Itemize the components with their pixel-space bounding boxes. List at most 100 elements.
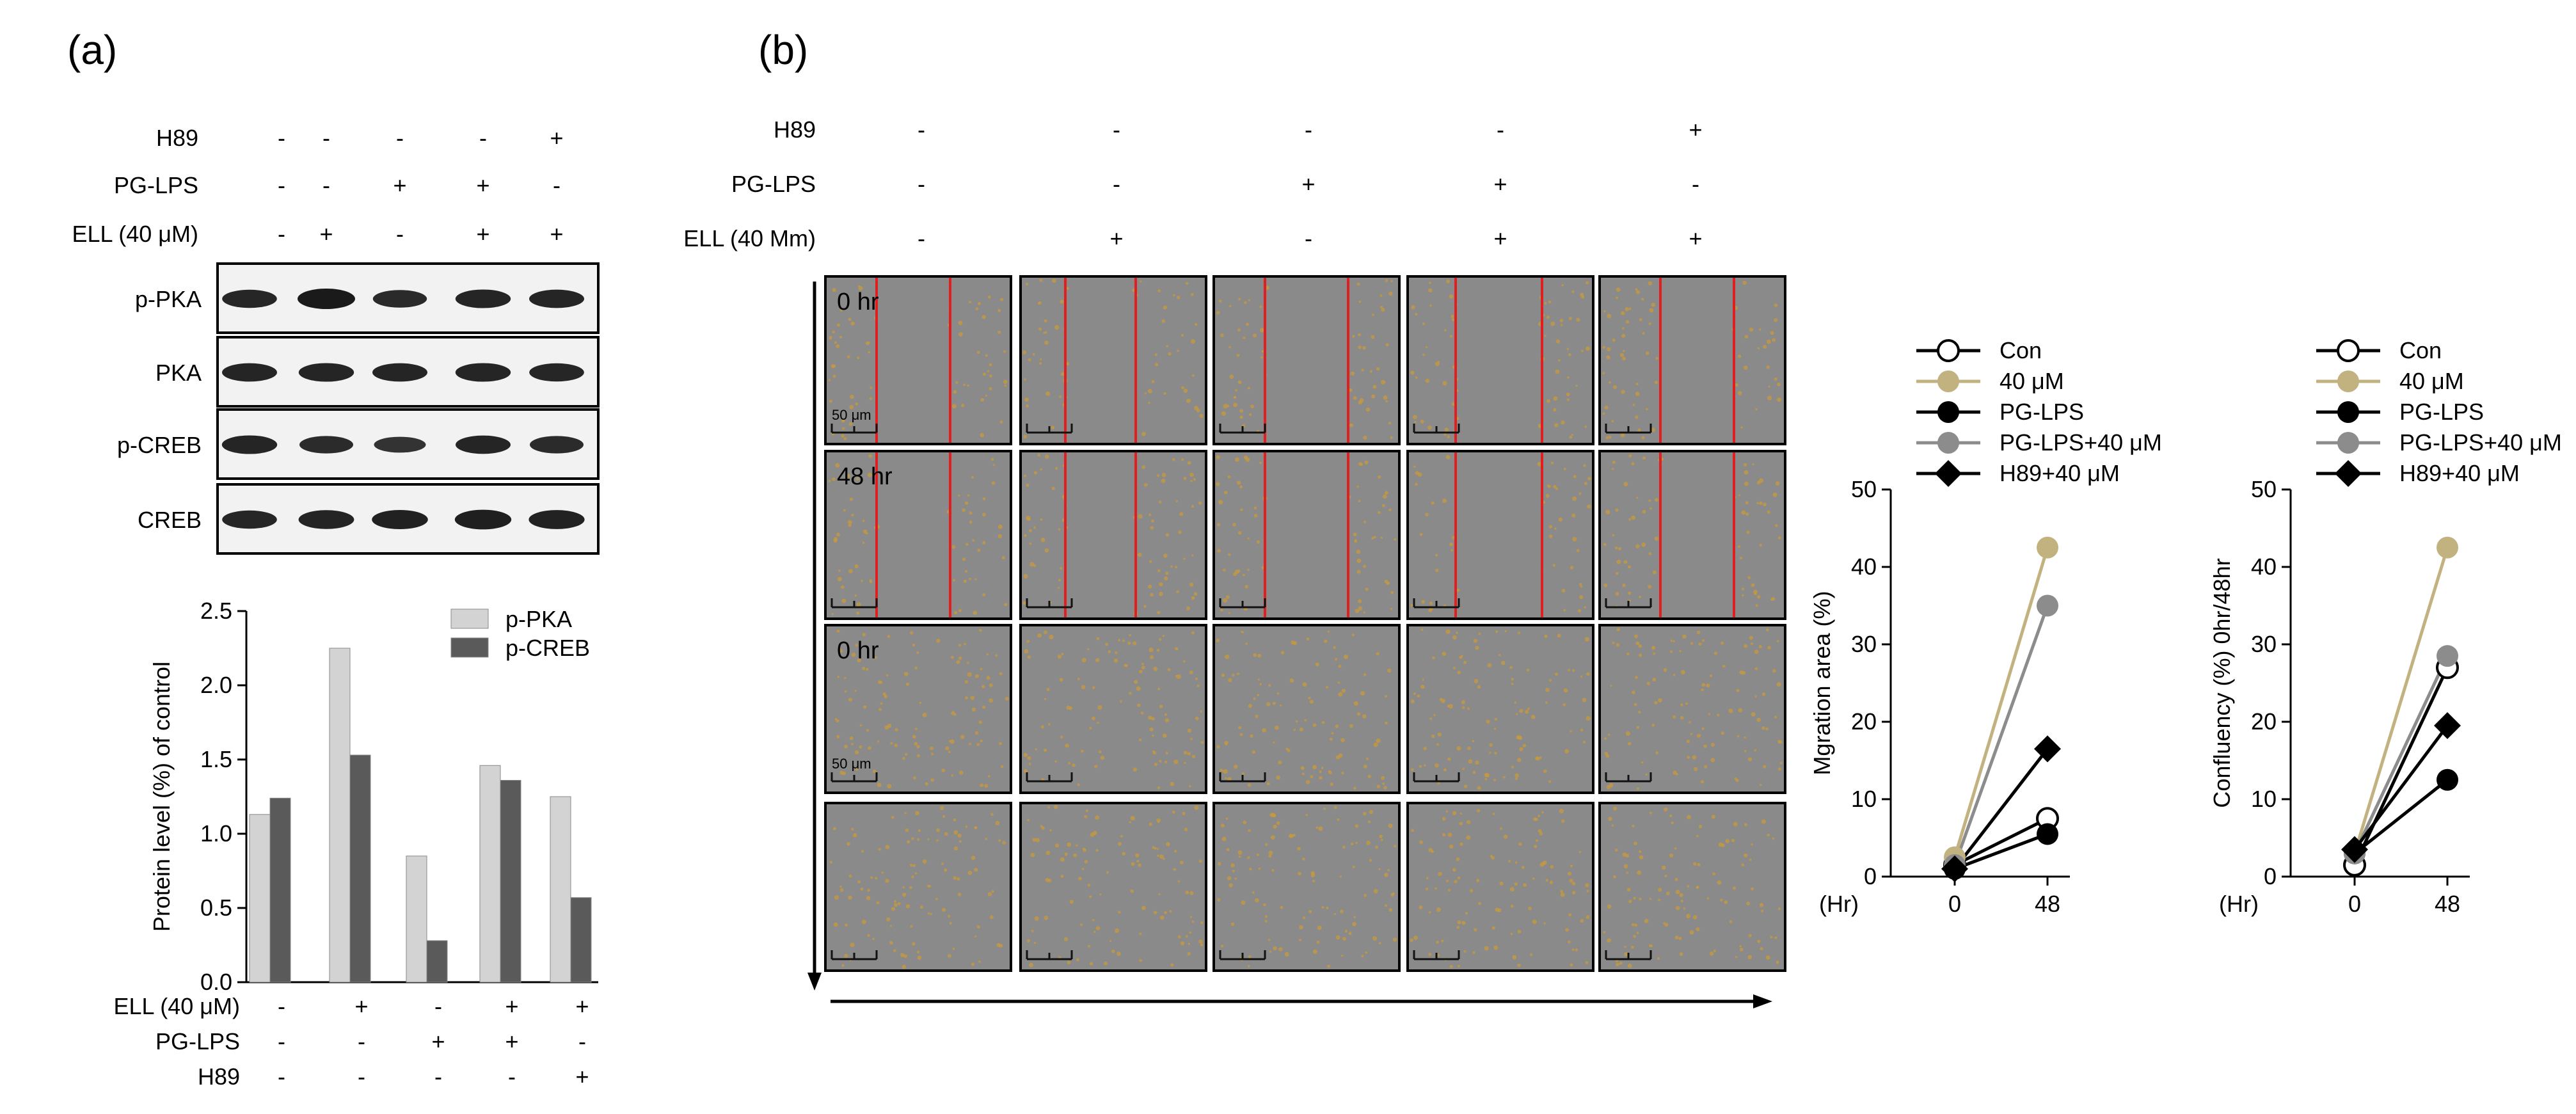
cell-speckle <box>1759 501 1763 505</box>
cell-speckle <box>1648 585 1651 589</box>
cell-speckle <box>1044 749 1047 752</box>
cell-speckle <box>1150 593 1154 597</box>
cell-speckle <box>1626 652 1630 656</box>
cell-speckle <box>1612 641 1615 644</box>
cell-speckle <box>1194 805 1199 810</box>
cell-speckle <box>1729 920 1733 923</box>
data-point-h89-40-m <box>2034 735 2061 763</box>
cell-speckle <box>1325 686 1328 689</box>
cell-speckle <box>1278 760 1282 765</box>
cell-speckle <box>1459 812 1463 815</box>
cell-speckle <box>1335 935 1340 940</box>
cell-speckle <box>941 768 946 772</box>
cell-speckle <box>1612 385 1617 390</box>
cell-speckle <box>1680 899 1683 903</box>
cell-speckle <box>945 746 950 751</box>
cell-speckle <box>903 671 909 676</box>
cell-speckle <box>1571 290 1575 293</box>
cell-speckle <box>1244 585 1248 589</box>
cell-speckle <box>1559 319 1564 322</box>
cell-speckle <box>1227 678 1232 683</box>
bottom-condition-sign: + <box>431 1028 445 1054</box>
cell-speckle <box>912 942 916 946</box>
blot-band <box>298 363 354 382</box>
cell-speckle <box>1024 397 1029 402</box>
bottom-condition-label-ell-40-m: ELL (40 μM) <box>114 993 240 1019</box>
cell-speckle <box>1229 374 1234 379</box>
cell-speckle <box>1489 752 1491 754</box>
cell-speckle <box>991 890 994 893</box>
cell-speckle <box>1358 345 1362 349</box>
cell-speckle <box>1638 644 1642 648</box>
cell-speckle <box>1157 786 1161 790</box>
cell-speckle <box>1584 606 1587 609</box>
cell-speckle <box>1628 454 1632 458</box>
cell-speckle <box>1131 862 1135 866</box>
condition-sign: + <box>550 125 563 151</box>
cell-speckle <box>1741 510 1746 515</box>
cell-speckle <box>1622 852 1627 857</box>
cell-speckle <box>1538 424 1542 427</box>
cell-speckle <box>1747 757 1753 761</box>
cell-speckle <box>1224 740 1228 745</box>
cell-speckle <box>1159 760 1162 763</box>
cell-speckle <box>1191 554 1194 557</box>
cell-speckle <box>1436 743 1440 746</box>
bottom-condition-sign: - <box>434 1063 442 1090</box>
cell-speckle <box>965 543 969 546</box>
cell-speckle <box>1248 299 1251 301</box>
cell-speckle <box>1358 333 1361 337</box>
cell-speckle <box>1060 735 1063 738</box>
cell-speckle <box>1615 848 1618 852</box>
cell-speckle <box>1195 677 1198 680</box>
cell-speckle <box>1603 930 1606 934</box>
cell-speckle <box>1745 501 1749 505</box>
cell-speckle <box>1376 738 1381 744</box>
condition-sign: + <box>1689 116 1702 143</box>
cell-speckle <box>1248 829 1251 832</box>
cell-speckle <box>1578 582 1582 586</box>
cell-speckle <box>1377 475 1381 479</box>
cell-speckle <box>1189 891 1194 895</box>
cell-speckle <box>1752 463 1754 466</box>
cell-speckle <box>1545 879 1548 882</box>
cell-speckle <box>1045 877 1049 882</box>
cell-speckle <box>1179 861 1184 864</box>
cell-speckle <box>851 827 854 831</box>
cell-speckle <box>1555 339 1561 344</box>
cell-speckle <box>1706 683 1710 688</box>
cell-speckle <box>1158 582 1163 587</box>
cell-speckle <box>912 776 916 780</box>
cell-speckle <box>944 832 948 836</box>
cell-speckle <box>1200 943 1204 947</box>
cell-speckle <box>1692 862 1697 866</box>
cell-speckle <box>847 842 850 846</box>
cell-speckle <box>1563 609 1566 612</box>
cell-speckle <box>1003 350 1006 353</box>
cell-speckle <box>1360 690 1365 696</box>
cell-speckle <box>1427 425 1432 430</box>
cell-speckle <box>1120 834 1123 838</box>
cell-speckle <box>1000 298 1004 301</box>
cell-speckle <box>1765 955 1770 960</box>
cell-speckle <box>903 954 908 959</box>
cell-speckle <box>909 863 913 867</box>
cell-speckle <box>1176 674 1181 680</box>
cell-speckle <box>1568 913 1572 917</box>
cell-speckle <box>1477 685 1481 689</box>
cell-speckle <box>1456 746 1461 751</box>
cell-speckle <box>1047 806 1051 809</box>
cell-speckle <box>848 523 852 527</box>
cell-speckle <box>868 341 870 344</box>
cell-speckle <box>1390 608 1393 610</box>
cell-speckle <box>1463 784 1468 788</box>
condition-label-pg-lps: PG-LPS <box>114 172 198 198</box>
cell-speckle <box>1228 305 1232 308</box>
x-axis-title: (Hr) <box>2219 891 2259 917</box>
cell-speckle <box>1607 314 1612 319</box>
cell-speckle <box>1633 896 1636 900</box>
cell-speckle <box>989 698 993 703</box>
cell-speckle <box>1302 682 1307 687</box>
cell-speckle <box>836 719 839 723</box>
